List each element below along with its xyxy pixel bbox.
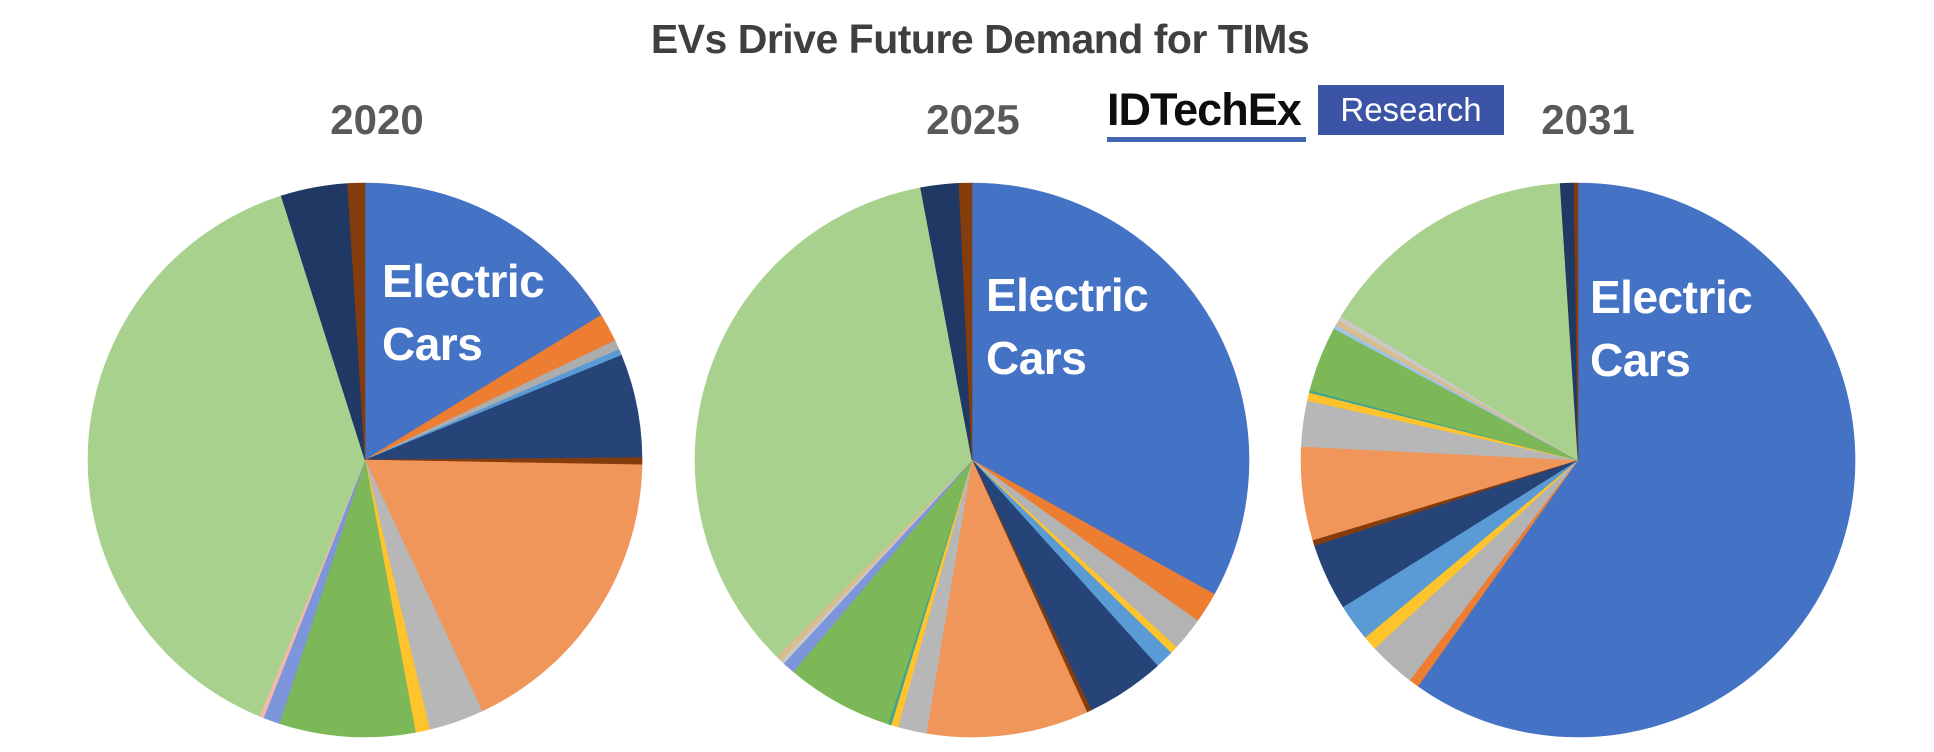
- pie-2020-slice-7: [364, 459, 643, 712]
- pie-chart-2020-container: Electric Cars: [87, 182, 643, 738]
- pie-2020-slice-13: [87, 195, 366, 717]
- pie-2025-slice-8: [925, 458, 1088, 738]
- pie-2025-slice-16: [694, 187, 973, 657]
- electric-cars-label: Electric Cars: [1590, 271, 1753, 387]
- pie-year-label-2020: 2020: [330, 96, 424, 143]
- chart-title: EVs Drive Future Demand for TIMs: [650, 16, 1310, 62]
- pie-chart-2031: [1300, 182, 1856, 738]
- idtechex-research-badge: Research: [1318, 85, 1504, 135]
- pie-2031-slice-18: [1573, 182, 1579, 461]
- pie-year-label-2031: 2031: [1541, 96, 1635, 143]
- pie-chart-2025: [694, 182, 1250, 738]
- pie-2020-slice-10: [279, 459, 416, 738]
- electric-cars-label: Electric Cars: [986, 269, 1149, 385]
- pie-chart-2031-container: Electric Cars: [1300, 182, 1856, 738]
- pie-2025-slice-1-electric-cars: [971, 182, 1250, 595]
- pie-chart-2025-container: Electric Cars: [694, 182, 1250, 738]
- pie-year-label-2025: 2025: [926, 96, 1020, 143]
- electric-cars-label: Electric Cars: [382, 255, 545, 371]
- idtechex-logo-underline: [1107, 137, 1306, 142]
- idtechex-logo-text: IDTechEx: [1107, 84, 1302, 135]
- pie-chart-2020: [87, 182, 643, 738]
- pie-2025-slice-18: [958, 182, 973, 461]
- pie-2031-slice-16: [1340, 183, 1579, 461]
- pie-2020-slice-15: [347, 182, 366, 461]
- pie-2031-slice-1-electric-cars: [1417, 182, 1856, 738]
- pie-2020-slice-1-electric-cars: [364, 182, 602, 461]
